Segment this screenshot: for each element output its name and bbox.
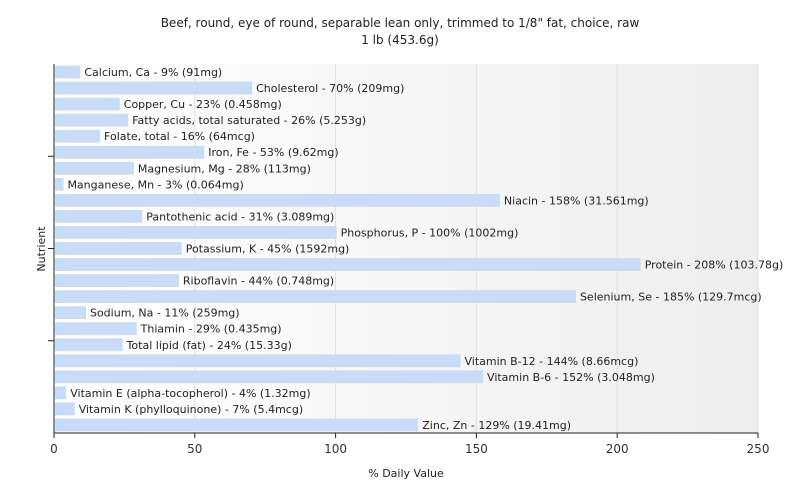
bar — [55, 418, 419, 432]
bar — [55, 97, 120, 111]
chart-title: Beef, round, eye of round, separable lea… — [161, 16, 640, 30]
bar — [55, 258, 641, 271]
x-tick-label: 100 — [324, 442, 347, 456]
x-tick-label: 200 — [606, 442, 629, 456]
bars — [55, 65, 641, 432]
bar-label: Riboflavin - 44% (0.748mg) — [183, 275, 334, 288]
bar-label: Vitamin E (alpha-tocopherol) - 4% (1.32m… — [70, 387, 310, 400]
x-tick-label: 150 — [465, 442, 488, 456]
bar-label: Protein - 208% (103.78g) — [645, 259, 784, 272]
bar-label: Vitamin K (phylloquinone) - 7% (5.4mcg) — [79, 403, 303, 416]
x-tick-label: 0 — [50, 442, 58, 456]
bar-label: Fatty acids, total saturated - 26% (5.25… — [132, 114, 366, 127]
bar-label: Folate, total - 16% (64mcg) — [104, 130, 255, 143]
bar — [55, 322, 137, 336]
x-tick-label: 250 — [747, 442, 770, 456]
y-axis-title: Nutrient — [35, 226, 48, 272]
bar-label: Manganese, Mn - 3% (0.064mg) — [67, 178, 243, 191]
bar — [55, 370, 484, 384]
bar — [55, 161, 134, 175]
bar — [55, 177, 64, 191]
bar — [55, 274, 179, 288]
bar-label: Vitamin B-6 - 152% (3.048mg) — [487, 371, 655, 384]
bar-label: Iron, Fe - 53% (9.62mg) — [208, 146, 338, 159]
bar-label: Selenium, Se - 185% (129.7mcg) — [580, 291, 762, 304]
bar-label: Thiamin - 29% (0.435mg) — [140, 323, 282, 336]
bar-label: Magnesium, Mg - 28% (113mg) — [138, 162, 311, 175]
bar — [55, 386, 67, 400]
bar — [55, 145, 205, 159]
bar — [55, 354, 461, 368]
bar-label: Copper, Cu - 23% (0.458mg) — [124, 98, 282, 111]
bar-label: Sodium, Na - 11% (259mg) — [90, 307, 240, 320]
bar-label: Niacin - 158% (31.561mg) — [504, 194, 649, 207]
bar-label: Pantothenic acid - 31% (3.089mg) — [146, 210, 334, 223]
bar-labels: Calcium, Ca - 9% (91mg) Cholesterol - 70%… — [67, 66, 783, 432]
bar — [55, 81, 253, 95]
bar — [55, 226, 337, 239]
bar-label: Zinc, Zn - 129% (19.41mg) — [422, 419, 571, 432]
bar — [55, 338, 123, 352]
bar-label: Total lipid (fat) - 24% (15.33g) — [126, 339, 292, 352]
bar-label: Vitamin B-12 - 144% (8.66mcg) — [465, 355, 639, 368]
bar — [55, 129, 101, 143]
bar — [55, 306, 86, 320]
bar — [55, 402, 75, 416]
bar-label: Phosphorus, P - 100% (1002mg) — [341, 226, 519, 239]
bar-label: Calcium, Ca - 9% (91mg) — [84, 66, 222, 79]
chart-subtitle: 1 lb (453.6g) — [361, 33, 439, 47]
bar-label: Potassium, K - 45% (1592mg) — [186, 243, 350, 256]
x-tick-label: 50 — [187, 442, 202, 456]
x-tick-labels: 0 50 100 150 200 250 — [50, 433, 769, 456]
bar — [55, 193, 500, 207]
bar — [55, 290, 576, 304]
bar — [55, 209, 143, 223]
axes — [48, 64, 758, 434]
bar — [55, 65, 81, 79]
bar — [55, 113, 129, 127]
bar — [55, 242, 182, 255]
x-axis-title: % Daily Value — [368, 467, 444, 480]
bar-label: Cholesterol - 70% (209mg) — [256, 82, 404, 95]
